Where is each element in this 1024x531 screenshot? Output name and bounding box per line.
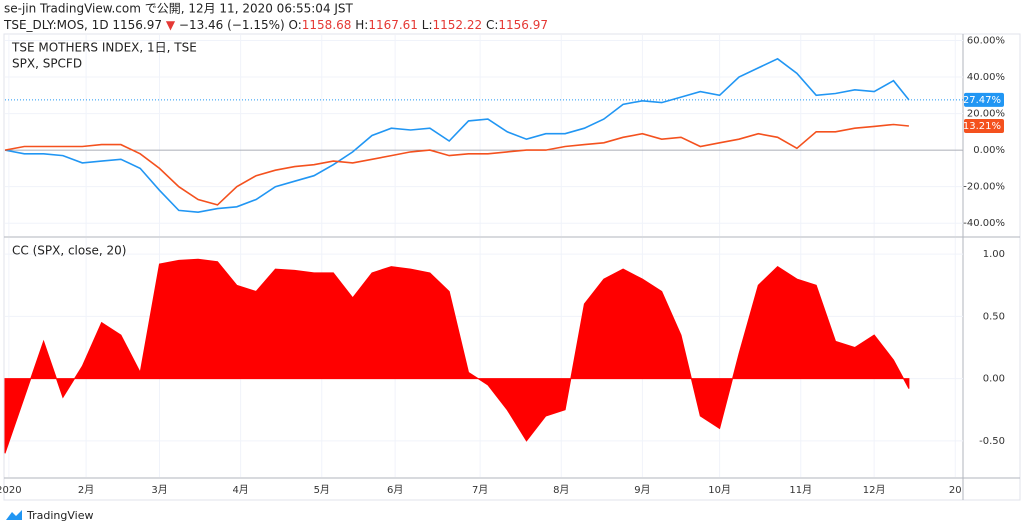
ohlc-label: C: [486,18,498,32]
x-tick-label: 3月 [151,484,167,496]
last-value-badge [964,92,1004,107]
series-line [4,57,910,214]
series-line [4,123,909,206]
x-tick-label: 12月 [863,484,886,496]
legend-entry: TSE MOTHERS INDEX, 1日, TSE [11,41,197,55]
y-tick-label: 0.00 [983,374,1005,385]
pane: 60.00% 40.00% 20.00% 0.00% -20.00% -40.00% TSE… [4,35,1005,236]
y-tick-label: -20.00% [963,182,1005,193]
legend-entry: SPX, SPCFD [12,57,82,71]
publish-line: se-jin TradingView.com で公開, 12月 11, 2020… [4,2,354,16]
x-tick-label: 9月 [634,484,650,496]
brand-logo [6,510,22,520]
ohlc-label: L: [422,18,433,32]
axis: 60.00% 40.00% 20.00% 0.00% -20.00% -40.00% [963,35,1005,229]
y-tick-label: -0.50 [979,436,1005,447]
ohlc-value: 1167.61 [368,18,418,32]
x-tick-label: 10月 [708,484,731,496]
change: −13.46 (−1.15%) [179,18,285,32]
axis: 2020 2月 3月 4月 5月 6月 7月 8月 9月 10月 11月 12月 20 1.00 0.50 0… [0,249,1005,496]
ohlc-value: 1152.22 [433,18,483,32]
brand: TradingView [6,509,93,522]
y-tick-label: -40.00% [963,218,1005,229]
last-price: 1156.97 [112,18,162,32]
x-tick-label: 20 [949,485,962,496]
x-tick-label: 11月 [789,484,812,496]
y-tick-label: 0.00% [973,145,1005,156]
change-arrow: ▼ [166,18,176,32]
brand-name: TradingView [26,509,93,522]
last-value-label: 27.47% [963,95,1001,106]
ohlc-value: 1156.97 [498,18,548,32]
y-tick-label: 0.50 [983,311,1005,322]
ohlc-label: O: [289,18,302,32]
last-value-label: 13.21% [963,121,1001,132]
x-tick-label: 2月 [78,484,94,496]
symbol: TSE_DLY:MOS, 1D [3,18,109,32]
x-tick-label: 5月 [314,484,330,496]
x-tick-label: 8月 [553,484,569,496]
area [4,258,910,454]
pane: 2020 2月 3月 4月 5月 6月 7月 8月 9月 10月 11月 12月 20 1.00 0.50 0… [0,238,1005,496]
last-value-badge [964,118,1004,133]
y-tick-label: 20.00% [967,109,1005,120]
x-tick-label: 6月 [387,484,403,496]
x-tick-label: 7月 [472,484,488,496]
indicator-title: CC (SPX, close, 20) [12,244,126,258]
y-tick-label: 40.00% [967,72,1005,83]
symbol-line: TSE_DLY:MOS, 1D 1156.97 ▼ −13.46 (−1.15%… [3,18,548,32]
ohlc-label: H: [355,18,368,32]
y-tick-label: 1.00 [983,249,1005,260]
y-tick-label: 60.00% [967,35,1005,46]
x-tick-label: 4月 [232,484,248,496]
chart-frame [3,33,1021,501]
x-tick-label: 2020 [0,485,22,496]
ohlc-value: 1158.68 [302,18,352,32]
